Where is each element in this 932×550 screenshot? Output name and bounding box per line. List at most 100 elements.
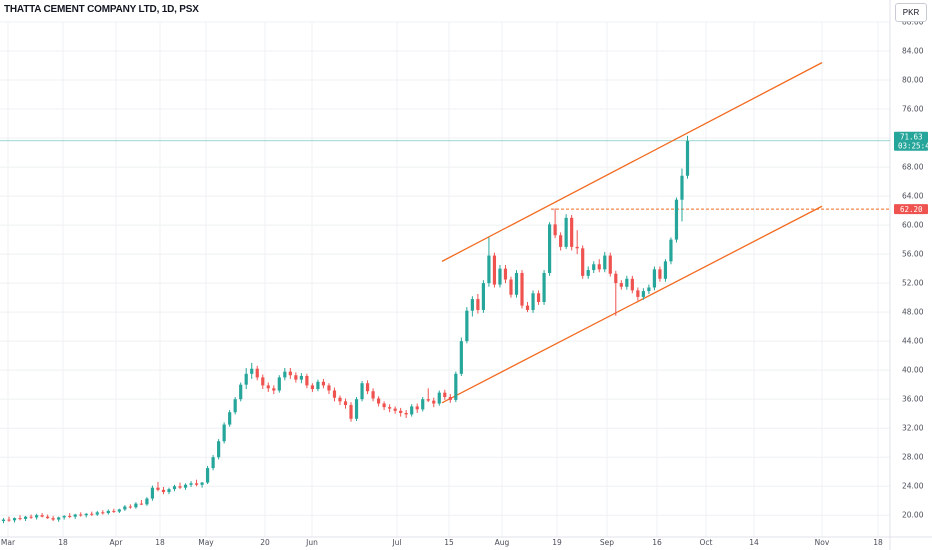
candle-body xyxy=(68,515,72,517)
candle-body xyxy=(7,519,11,521)
x-tick-label: Mar xyxy=(1,538,16,547)
candle-body xyxy=(603,255,607,270)
candle-body xyxy=(305,375,309,386)
candle-body xyxy=(343,401,348,405)
candle-body xyxy=(288,371,292,376)
y-tick-label: 28.00 xyxy=(902,453,924,462)
y-tick-label: 56.00 xyxy=(902,250,924,259)
candle-body xyxy=(410,406,414,415)
candle-body xyxy=(18,518,22,520)
candle-body xyxy=(415,406,419,410)
candle-body xyxy=(332,390,337,398)
candle-body xyxy=(481,283,486,310)
candle-body xyxy=(376,398,381,404)
y-tick-label: 76.00 xyxy=(902,105,924,114)
x-tick-label: May xyxy=(198,538,214,547)
candle-body xyxy=(492,255,497,285)
candle-body xyxy=(553,224,557,236)
candle-body xyxy=(614,273,618,284)
candle-body xyxy=(338,397,342,402)
last-price-badge xyxy=(894,131,928,151)
candle-body xyxy=(161,489,166,493)
x-tick-label: 18 xyxy=(873,538,883,547)
candle-body xyxy=(404,412,408,415)
candle-body xyxy=(520,272,524,306)
candle-body xyxy=(437,392,441,404)
candle-body xyxy=(570,217,574,247)
candle-body xyxy=(73,514,77,517)
symbol-title[interactable]: THATTA CEMENT COMPANY LTD, 1D, PSX xyxy=(4,4,199,15)
candle-body xyxy=(222,424,226,442)
x-tick-label: 15 xyxy=(444,538,454,547)
y-tick-label: 24.00 xyxy=(902,482,924,491)
candle-body xyxy=(399,410,403,413)
x-tick-label: 20 xyxy=(260,538,270,547)
candle-body xyxy=(57,517,61,520)
candle-body xyxy=(465,310,469,342)
candle-body xyxy=(200,482,204,485)
candle-body xyxy=(156,487,160,490)
price-channel xyxy=(0,62,890,404)
y-tick-label: 88.00 xyxy=(902,18,924,27)
candle-body xyxy=(261,377,265,386)
candle-body xyxy=(272,388,276,391)
y-tick-label: 44.00 xyxy=(902,337,924,346)
x-tick-label: 14 xyxy=(749,538,759,547)
candle-body xyxy=(454,373,458,400)
candle-body xyxy=(641,291,645,297)
candle-body xyxy=(476,299,480,310)
candle-body xyxy=(371,391,375,399)
candle-body xyxy=(217,441,221,458)
x-axis[interactable]: Mar 18 Apr 18 May 20 Jun Jul 15 Aug 19 Sep 16 Oct 14 No… xyxy=(1,538,883,547)
candle-body xyxy=(674,199,679,240)
candle-body xyxy=(194,483,199,485)
candle-body xyxy=(669,239,673,262)
x-tick-label: Oct xyxy=(700,538,713,547)
currency-button[interactable]: PKR xyxy=(895,3,927,22)
candle-body xyxy=(354,399,359,419)
candle-body xyxy=(239,384,243,400)
y-tick-label: 64.00 xyxy=(902,192,924,201)
candle-body xyxy=(250,368,254,374)
candle-body xyxy=(211,457,215,469)
candle-body xyxy=(178,486,182,488)
candle-body xyxy=(145,498,149,505)
candle-body xyxy=(1,519,6,522)
candle-body xyxy=(12,518,17,521)
y-tick-label: 60.00 xyxy=(902,221,924,230)
candle-body xyxy=(294,375,298,380)
candle-body xyxy=(581,248,585,276)
x-tick-label: 19 xyxy=(552,538,562,547)
channel-upper-line xyxy=(441,62,823,262)
candle-body xyxy=(619,283,623,287)
candle-body xyxy=(531,293,535,310)
y-tick-label: 80.00 xyxy=(902,76,924,85)
candle-body xyxy=(327,385,331,391)
candle-body xyxy=(514,272,519,295)
candle-body xyxy=(432,400,436,404)
candle-body xyxy=(277,377,281,391)
candle-body xyxy=(150,487,155,499)
x-tick-label: Jul xyxy=(391,538,401,547)
candle-body xyxy=(636,290,640,297)
x-tick-label: Apr xyxy=(110,538,124,547)
candle-body xyxy=(592,264,596,271)
y-axis[interactable]: 20.00 24.00 28.00 32.00 36.00 40.00 44.00 48.00… xyxy=(902,18,924,520)
candle-body xyxy=(685,140,690,176)
candle-body xyxy=(470,299,474,311)
candle-body xyxy=(658,269,662,279)
candle-body xyxy=(84,513,88,516)
resistance-label: 62.20 xyxy=(900,205,923,214)
candle-body xyxy=(23,516,28,519)
candle-body xyxy=(421,399,425,410)
candle-body xyxy=(167,489,171,493)
candle-body xyxy=(360,383,364,400)
last-price-label: 71.63 xyxy=(900,133,923,142)
y-tick-label: 84.00 xyxy=(902,47,924,56)
candle-body xyxy=(205,468,210,483)
candle-body xyxy=(310,385,315,390)
candlestick-series xyxy=(1,135,690,524)
